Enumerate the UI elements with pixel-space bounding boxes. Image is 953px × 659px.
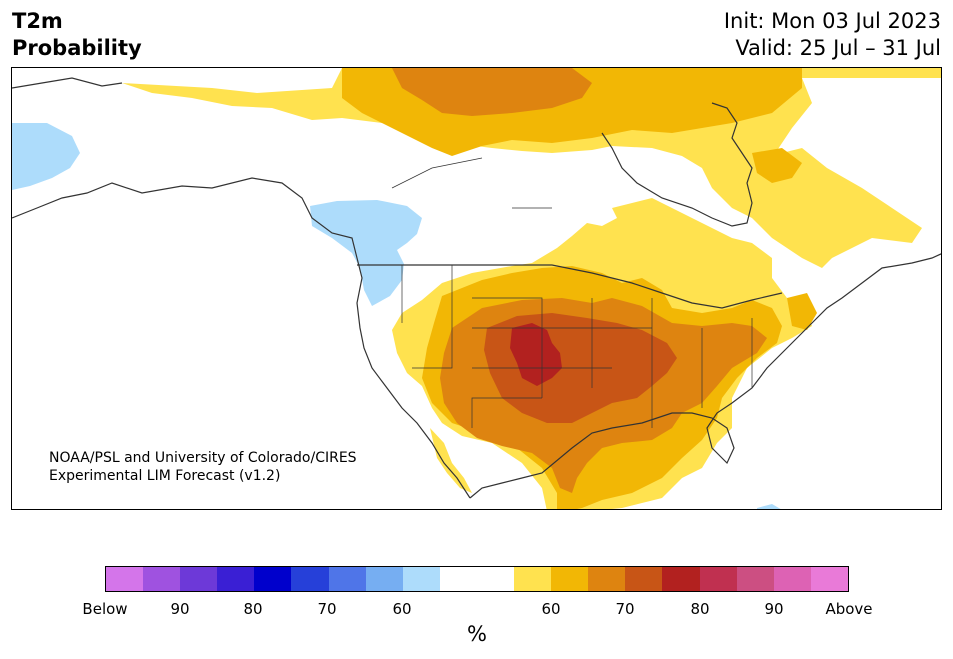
colorbar-swatch — [736, 567, 774, 591]
colorbar — [105, 566, 849, 592]
colorbar-tick-label: 70 — [317, 600, 337, 618]
init-date: Init: Mon 03 Jul 2023 — [723, 9, 941, 33]
below-area-pacific-northwest — [310, 200, 422, 306]
credit-text: NOAA/PSL and University of Colorado/CIRE… — [49, 449, 357, 485]
colorbar-tick-label: 60 — [392, 600, 412, 618]
map-svg — [12, 68, 941, 509]
colorbar-swatch — [291, 567, 329, 591]
colorbar-swatch — [328, 567, 366, 591]
alaska-coast — [12, 77, 471, 499]
above65-northeast — [787, 293, 817, 330]
above60-gulf-baja — [430, 428, 472, 493]
credit-line-1: NOAA/PSL and University of Colorado/CIRE… — [49, 450, 357, 466]
hudson-coast — [601, 102, 753, 227]
above80-central-plains — [510, 323, 562, 386]
colorbar-swatch — [810, 567, 848, 591]
colorbar-swatch — [773, 567, 811, 591]
colorbar-tick-label: Above — [825, 600, 873, 618]
colorbar-tick-label: 90 — [170, 600, 190, 618]
above70-canada — [392, 68, 592, 116]
probability-subtitle: Probability — [12, 36, 142, 60]
colorbar-swatch — [439, 567, 477, 591]
colorbar-swatch — [662, 567, 700, 591]
valid-date: Valid: 25 Jul – 31 Jul — [735, 36, 941, 60]
below-area-alaska — [12, 123, 80, 190]
us-canada-border — [357, 264, 783, 309]
colorbar-swatch — [588, 567, 626, 591]
above65-hudson-east — [752, 148, 802, 183]
gulf-coast — [469, 253, 941, 499]
colorbar-tick-label: 80 — [243, 600, 263, 618]
date-block: Init: Mon 03 Jul 2023 Valid: 25 Jul – 31… — [724, 8, 941, 62]
forecast-map — [11, 67, 942, 510]
colorbar-tick-label: 70 — [615, 600, 635, 618]
colorbar-tick-label: 90 — [764, 600, 784, 618]
state-lines — [391, 157, 753, 428]
colorbar-swatch — [365, 567, 403, 591]
outlines — [12, 77, 941, 499]
colorbar-unit: % — [467, 622, 487, 646]
title-block: T2m Probability — [12, 8, 142, 62]
colorbar-swatch — [254, 567, 292, 591]
colorbar-swatch — [625, 567, 663, 591]
colorbar-swatch — [402, 567, 440, 591]
colorbar-tick-label: Below — [82, 600, 128, 618]
colorbar-tick-label: 60 — [541, 600, 561, 618]
below-area-southeast — [757, 504, 781, 509]
variable-title: T2m — [12, 9, 63, 33]
colorbar-swatch — [514, 567, 552, 591]
colorbar-swatch — [217, 567, 255, 591]
colorbar-swatch — [699, 567, 737, 591]
colorbar-swatch — [143, 567, 181, 591]
colorbar-swatch — [106, 567, 144, 591]
credit-line-2: Experimental LIM Forecast (v1.2) — [49, 468, 281, 484]
colorbar-swatch — [551, 567, 589, 591]
colorbar-tick-label: 80 — [690, 600, 710, 618]
colorbar-swatch — [476, 567, 515, 591]
colorbar-swatch — [180, 567, 218, 591]
